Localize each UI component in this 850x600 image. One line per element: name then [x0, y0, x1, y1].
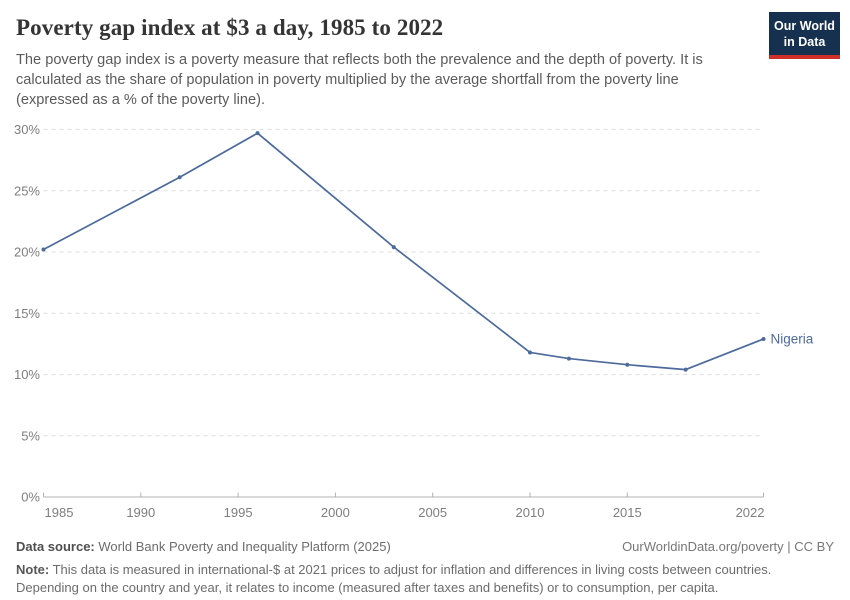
y-tick-label: 10% — [14, 367, 40, 382]
data-point-marker[interactable] — [683, 367, 688, 372]
data-source-line: Data source: World Bank Poverty and Ineq… — [16, 539, 391, 556]
owid-license-link[interactable]: OurWorldinData.org/poverty | CC BY — [622, 538, 834, 554]
y-tick-label: 30% — [14, 122, 40, 137]
series-group: Nigeria — [41, 131, 814, 372]
x-tick-label: 2022 — [736, 505, 765, 520]
data-point-marker[interactable] — [761, 336, 766, 341]
x-tick-label: 2000 — [321, 505, 350, 520]
data-source-label: Data source: — [16, 538, 95, 554]
line-chart[interactable]: 0% 5% 10% 15% 20% 25% 30% 1985 1990 1995 2000 2005… — [0, 114, 850, 534]
chart-header: Poverty gap index at $3 a day, 1985 to 2… — [0, 0, 850, 110]
owid-logo[interactable]: Our World in Data — [769, 12, 840, 59]
x-tick-label: 1990 — [126, 505, 155, 520]
x-tick-label: 1995 — [224, 505, 253, 520]
y-gridlines: 0% 5% 10% 15% 20% 25% 30% — [14, 122, 764, 504]
data-point-marker[interactable] — [391, 245, 396, 250]
y-tick-label: 25% — [14, 183, 40, 198]
data-source-value: World Bank Poverty and Inequality Platfo… — [98, 538, 391, 554]
footer-note-label: Note: — [16, 561, 50, 577]
data-point-marker[interactable] — [255, 131, 260, 136]
y-tick-label: 20% — [14, 244, 40, 259]
page-title: Poverty gap index at $3 a day, 1985 to 2… — [16, 15, 444, 40]
x-tick-label: 2015 — [613, 505, 642, 520]
data-point-marker[interactable] — [41, 247, 46, 252]
x-tick-label: 2005 — [418, 505, 447, 520]
data-point-marker[interactable] — [177, 175, 182, 180]
x-axis: 1985 1990 1995 2000 2005 2010 2015 2022 — [43, 492, 765, 520]
chart-area: 0% 5% 10% 15% 20% 25% 30% 1985 1990 1995 2000 2005… — [0, 114, 850, 539]
series-line-nigeria[interactable] — [42, 132, 765, 371]
owid-logo-line2: in Data — [783, 35, 826, 49]
chart-subtitle: The poverty gap index is a poverty measu… — [16, 51, 703, 108]
footer-note: Note: This data is measured in internati… — [16, 561, 834, 597]
data-point-marker[interactable] — [527, 350, 532, 355]
footer-note-text: This data is measured in international-$… — [16, 561, 772, 595]
data-point-marker[interactable] — [625, 362, 630, 367]
x-tick-label: 1985 — [45, 505, 74, 520]
owid-logo-line1: Our World — [774, 19, 835, 33]
y-tick-label: 0% — [21, 489, 40, 504]
y-tick-label: 15% — [14, 306, 40, 321]
chart-footer: Data source: World Bank Poverty and Ineq… — [0, 539, 850, 597]
series-end-label[interactable]: Nigeria — [771, 331, 814, 346]
x-tick-label: 2010 — [516, 505, 545, 520]
data-point-marker[interactable] — [566, 356, 571, 361]
y-tick-label: 5% — [21, 428, 40, 443]
